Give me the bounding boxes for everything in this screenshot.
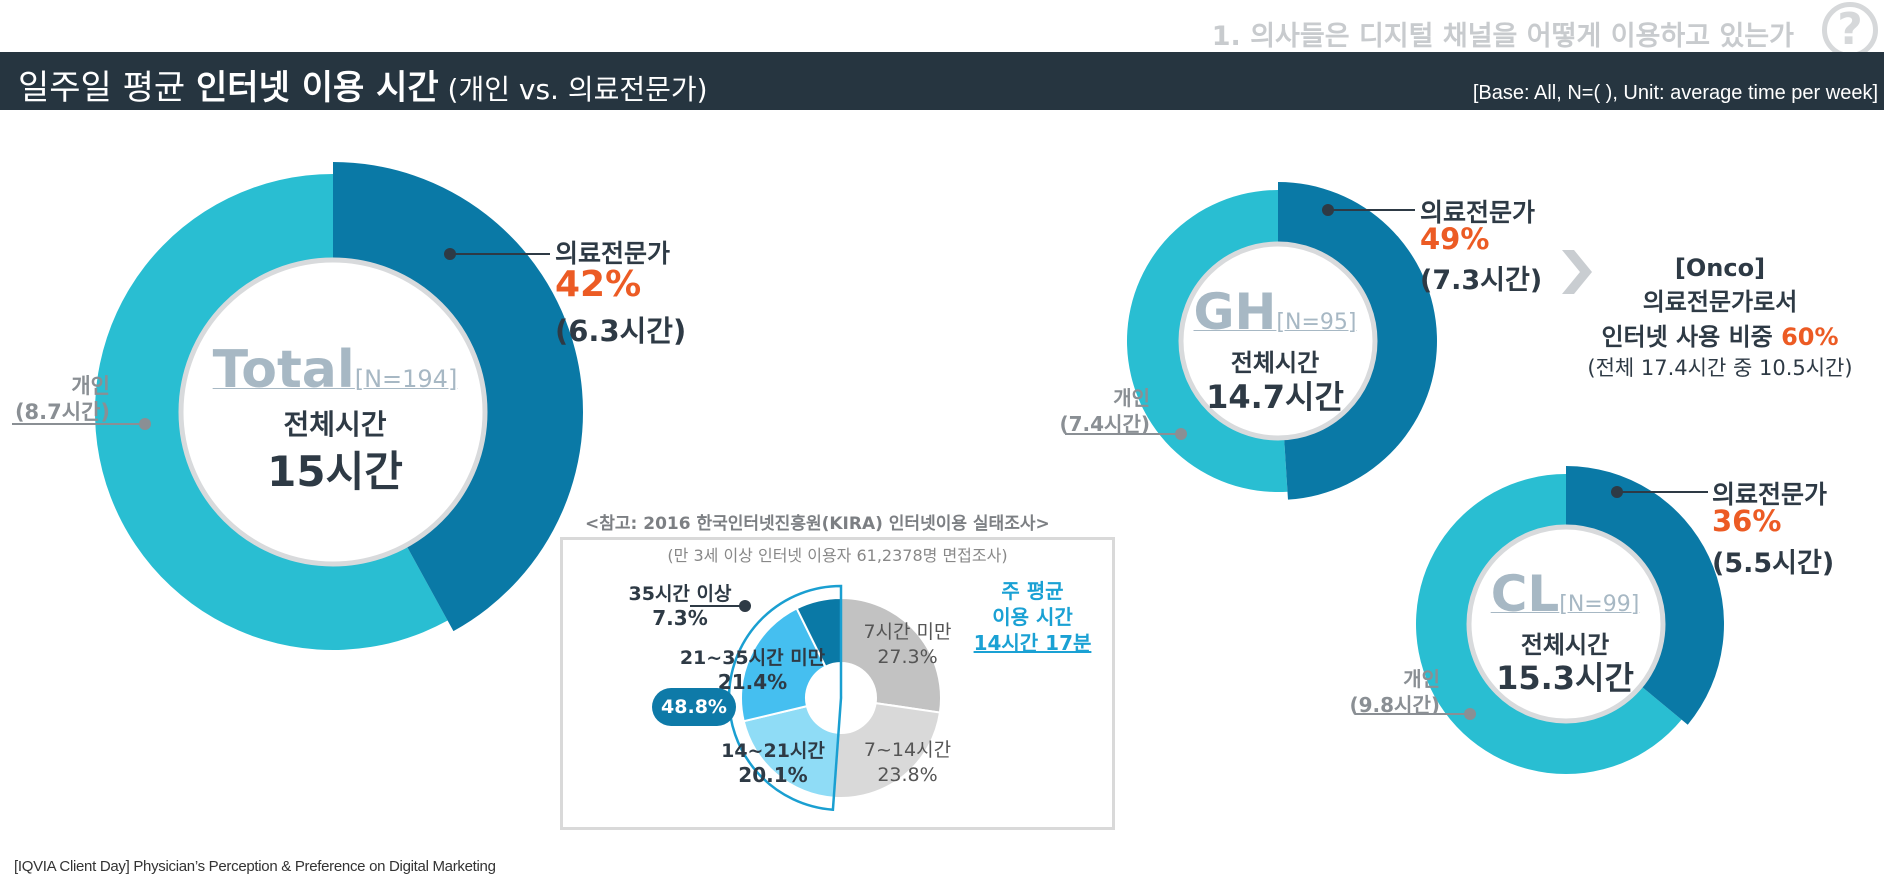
total-personal-label: 개인: [71, 374, 110, 398]
total-personal-hours: (8.7시간): [14, 400, 110, 424]
cl-slice-professional: [1566, 466, 1725, 725]
donut-total: [95, 162, 584, 650]
gh-center: [1178, 241, 1378, 441]
total-name-label: Total[N=194]: [185, 340, 485, 400]
onco-line1: [Onco]: [1674, 254, 1766, 282]
ref-slice-7-14-label: 7~14시간: [863, 739, 952, 761]
cl-name-label: CL[N=99]: [1465, 565, 1665, 623]
ref-slice-14-21: 14~21시간 20.1%: [713, 739, 833, 787]
total-slice-professional: [333, 162, 584, 632]
cl-center-label: 전체시간: [1520, 631, 1610, 659]
cl-prof-hours: (5.5시간): [1712, 548, 1835, 579]
weekly-average-callout: 주 평균 이용 시간 14시간 17분: [965, 578, 1100, 656]
weekly-average-line2: 이용 시간: [992, 605, 1073, 629]
gh-prof-label: 의료전문가: [1420, 198, 1536, 227]
cl-personal-label: 개인: [1403, 667, 1440, 691]
cl-prof-percent: 36%: [1712, 504, 1782, 538]
page-title: 일주일 평균 인터넷 이용 시간 (개인 vs. 의료전문가): [18, 60, 708, 109]
onco-line3: 인터넷 사용 비중 60%: [1555, 317, 1884, 352]
ref-slice-7-14: 7~14시간 23.8%: [855, 738, 960, 788]
weekly-average-value: 14시간 17분: [973, 631, 1092, 655]
ref-slice-14-21-label: 14~21시간: [721, 740, 825, 762]
title-plain: 일주일 평균: [18, 68, 197, 108]
onco-line3-text: 인터넷 사용 비중: [1601, 323, 1782, 351]
gh-center-value: 14.7시간: [1206, 378, 1344, 416]
ref-slice-under7-label: 7시간 미만: [863, 621, 952, 643]
donut-cl: [1416, 466, 1725, 775]
title-suffix: (개인 vs. 의료전문가): [438, 73, 708, 106]
base-note: [Base: All, N=( ), Unit: average time pe…: [1472, 82, 1878, 104]
cl-personal-hours: (9.8시간): [1349, 693, 1440, 717]
onco-line4: (전체 17.4시간 중 10.5시간): [1587, 356, 1853, 380]
gh-name-label: GH[N=95]: [1175, 283, 1375, 341]
ref-pie-slice-0: [840, 596, 942, 714]
title-bar: 일주일 평균 인터넷 이용 시간 (개인 vs. 의료전문가) [Base: A…: [0, 52, 1884, 110]
cl-prof-leader-dot: [1611, 486, 1623, 498]
cl-prof-label: 의료전문가: [1712, 480, 1828, 509]
total-center-value: 15시간: [267, 447, 403, 496]
reference-subtitle: (만 3세 이상 인터넷 이용자 61,2378명 면접조사): [667, 546, 1008, 565]
ref-pie-slice-2: [742, 704, 840, 799]
total-prof-leader-dot: [444, 248, 456, 260]
gh-personal-leader-dot: [1175, 428, 1187, 440]
cl-n: [N=99]: [1559, 592, 1640, 617]
gh-n: [N=95]: [1276, 310, 1357, 335]
total-center-label: 전체시간: [283, 408, 387, 441]
total-prof-percent: 42%: [555, 264, 642, 305]
total-center: [178, 257, 488, 567]
ref-slice-21-35: 21~35시간 미만 21.4%: [670, 646, 835, 694]
reference-box: [560, 537, 1115, 830]
gh-prof-leader-dot: [1322, 204, 1334, 216]
ref-slice-under7-value: 27.3%: [877, 646, 938, 668]
ref-pie-slice-3: [740, 607, 827, 723]
ref-slice-7-14-value: 23.8%: [877, 764, 938, 786]
onco-line2: 의료전문가로서: [1642, 288, 1798, 316]
cl-center: [1466, 524, 1666, 724]
gh-prof-percent: 49%: [1420, 222, 1490, 256]
cl-personal-leader-dot: [1464, 708, 1476, 720]
ref-slice-14-21-value: 20.1%: [738, 763, 808, 787]
gh-slice-personal: [1126, 190, 1288, 493]
gh-center-label: 전체시간: [1230, 349, 1320, 377]
total-name: Total: [212, 340, 355, 400]
ref-slice-21-35-label: 21~35시간 미만: [679, 647, 826, 669]
total-n: [N=194]: [354, 365, 458, 393]
reference-title: <참고: 2016 한국인터넷진흥원(KIRA) 인터넷이용 실태조사>: [585, 514, 1050, 534]
cl-name: CL: [1490, 565, 1560, 623]
section-heading: 1. 의사들은 디지털 채널을 어떻게 이용하고 있는가: [1211, 21, 1794, 52]
cl-slice-personal: [1416, 474, 1682, 775]
pie-reference: [727, 584, 942, 812]
ref-slice-35plus-value: 7.3%: [652, 606, 708, 630]
gh-personal-hours: (7.4시간): [1059, 412, 1150, 436]
ref-slice-35plus: 35시간 이상 7.3%: [615, 582, 745, 630]
group-percent-badge: 48.8%: [652, 688, 736, 726]
onco-line3-pct: 60%: [1781, 323, 1839, 351]
ref-slice-21-35-value: 21.4%: [717, 670, 788, 694]
weekly-average-line1: 주 평균: [1001, 579, 1064, 603]
ref-slice-35plus-label: 35시간 이상: [628, 583, 732, 605]
cl-center-value: 15.3시간: [1496, 659, 1634, 697]
chevron-right-icon: [1562, 250, 1592, 294]
total-prof-hours: (6.3시간): [555, 314, 687, 348]
footer-note: [IQVIA Client Day] Physician’s Perceptio…: [14, 858, 496, 875]
gh-personal-label: 개인: [1113, 386, 1150, 410]
ref-pie-slice-1: [832, 701, 942, 799]
ref-group-outline: [727, 584, 843, 812]
gh-name: GH: [1193, 283, 1277, 341]
total-prof-label: 의료전문가: [555, 239, 671, 268]
total-personal-leader-dot: [139, 418, 151, 430]
ref-slice-under7: 7시간 미만 27.3%: [850, 620, 965, 670]
leader-lines: [12, 204, 1708, 720]
donut-gh: [1126, 182, 1437, 500]
gh-prof-hours: (7.3시간): [1420, 265, 1543, 296]
title-bold: 인터넷 이용 시간: [196, 68, 439, 108]
total-slice-personal: [95, 174, 448, 650]
gh-slice-professional: [1278, 182, 1437, 500]
onco-callout: [Onco] 의료전문가로서 인터넷 사용 비중 60% (전체 17.4시간 …: [1555, 254, 1884, 382]
ref-35plus-leader-dot: [739, 600, 751, 612]
